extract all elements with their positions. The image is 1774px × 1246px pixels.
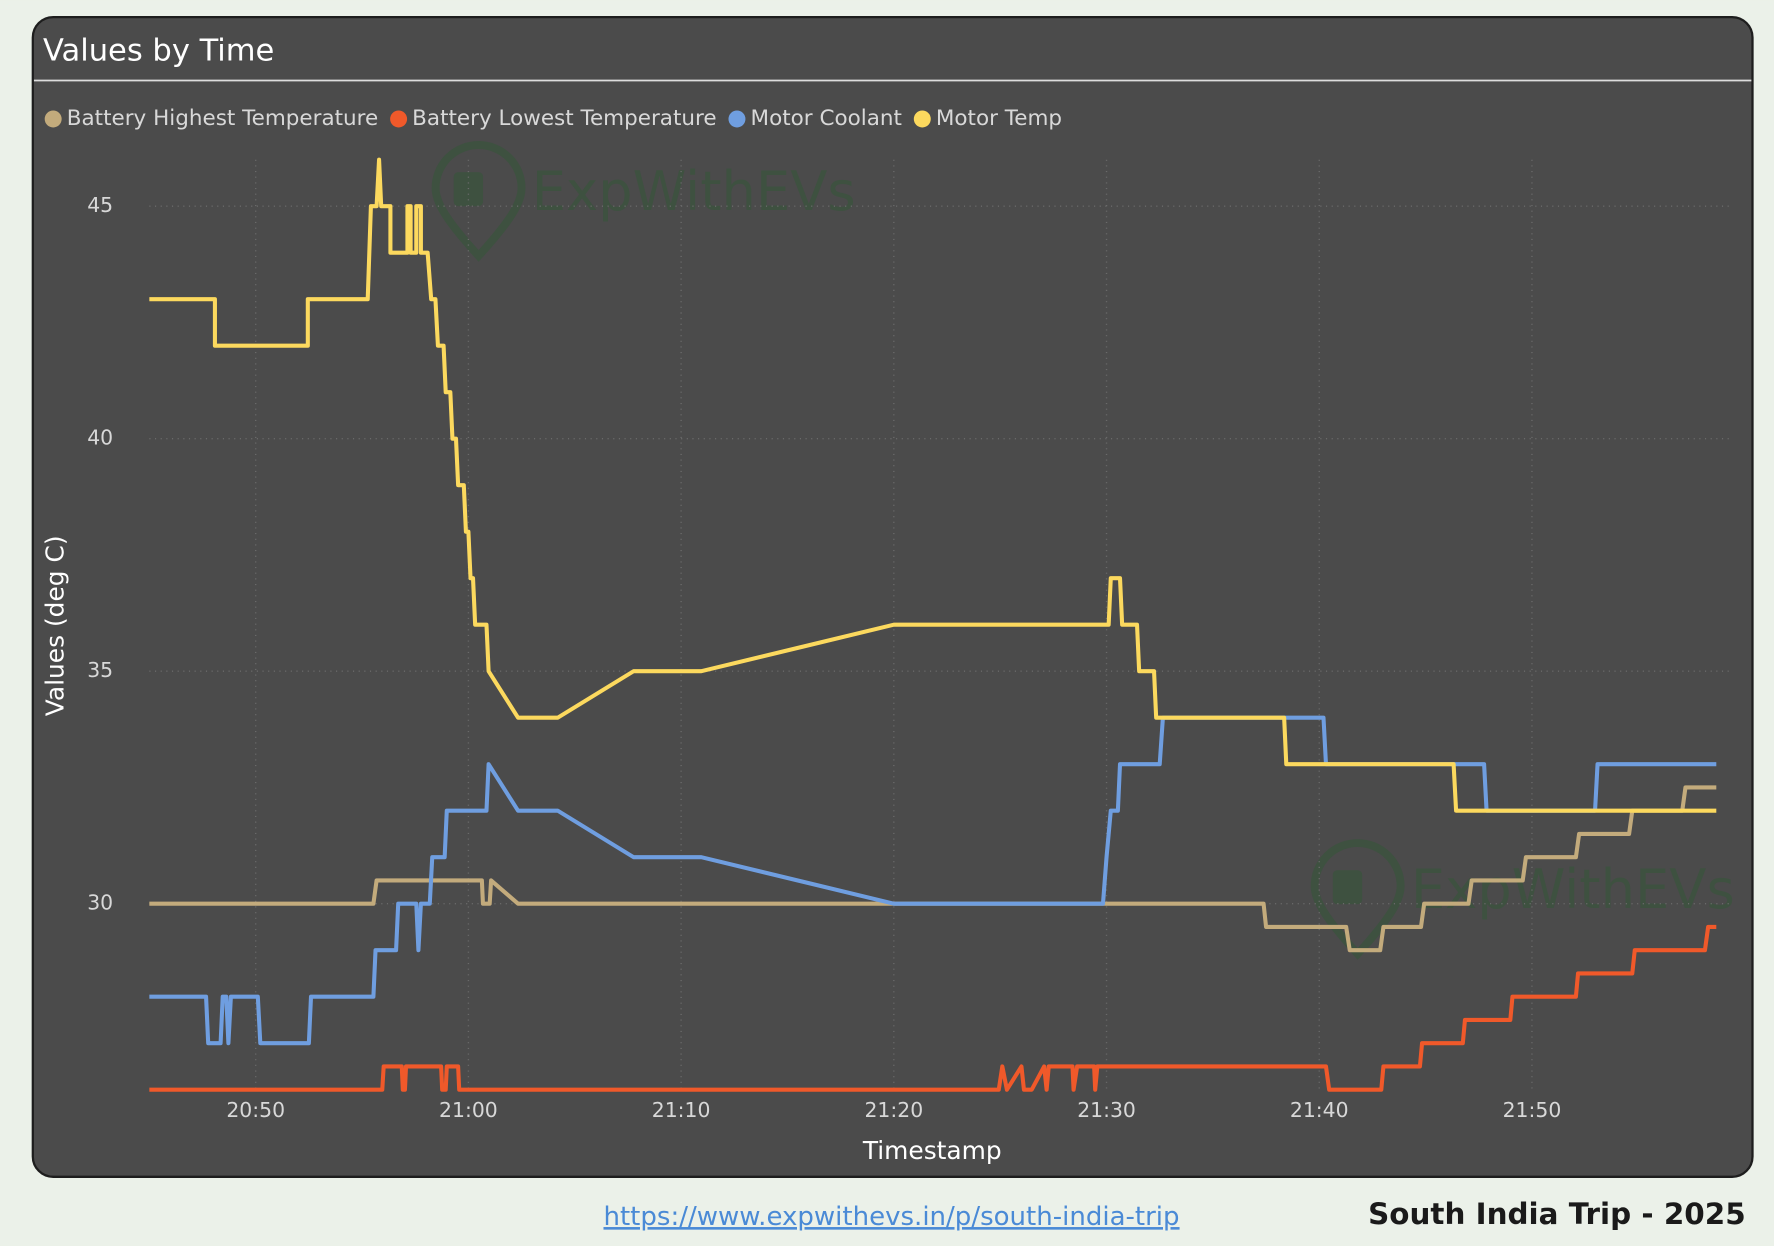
- x-tick-label: 21:40: [1290, 1098, 1349, 1122]
- legend-swatch: [728, 110, 746, 128]
- y-tick-label: 30: [87, 891, 113, 915]
- x-tick-label: 21:20: [864, 1098, 923, 1122]
- watermark-icon: [1310, 839, 1405, 960]
- footer-link[interactable]: https://www.expwithevs.in/p/south-india-…: [603, 1202, 1179, 1232]
- legend-swatch: [913, 110, 931, 128]
- y-tick-label: 35: [87, 658, 113, 682]
- chart-title: Values by Time: [43, 34, 274, 69]
- x-tick-label: 21:10: [652, 1098, 711, 1122]
- y-axis-label: Values (deg C): [41, 535, 70, 716]
- card: [31, 16, 1754, 1178]
- watermark-text: ExpWithEVs: [1411, 858, 1735, 921]
- watermark-text: ExpWithEVs: [532, 160, 856, 223]
- legend-swatch: [44, 110, 62, 128]
- y-tick-label: 40: [87, 426, 113, 450]
- x-tick-label: 20:50: [226, 1098, 285, 1122]
- legend-label: Motor Temp: [936, 106, 1062, 131]
- x-axis-label: Timestamp: [862, 1136, 1002, 1165]
- footer-caption: South India Trip - 2025: [1368, 1197, 1746, 1231]
- x-tick-label: 21:30: [1077, 1098, 1136, 1122]
- legend-label: Battery Lowest Temperature: [412, 106, 716, 131]
- x-tick-label: 21:00: [439, 1098, 498, 1122]
- series-line: [149, 924, 1717, 1092]
- y-tick-label: 45: [87, 193, 113, 217]
- grid: 30 35 40 45 20:50 21:00 21:10 21:20 21:30 21:40 21…: [87, 159, 1734, 1122]
- lines: [149, 157, 1717, 1092]
- x-tick-label: 21:50: [1503, 1098, 1562, 1122]
- legend: Battery Highest Temperature Battery Lowes…: [44, 106, 1062, 131]
- series-line: [149, 715, 1717, 1046]
- legend-label: Motor Coolant: [751, 106, 902, 131]
- series-line: [149, 785, 1717, 953]
- series-line: [149, 157, 1717, 813]
- legend-swatch: [390, 110, 408, 128]
- legend-label: Battery Highest Temperature: [67, 106, 378, 131]
